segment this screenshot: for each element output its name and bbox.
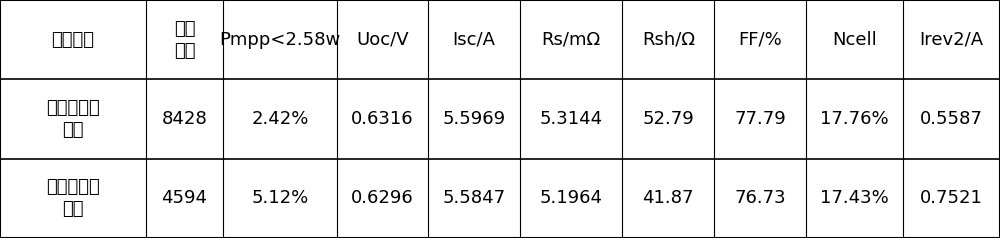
Text: 8428: 8428	[162, 110, 207, 128]
Text: 2.42%: 2.42%	[251, 110, 309, 128]
Text: 扩散类型: 扩散类型	[51, 31, 94, 49]
Text: 17.76%: 17.76%	[820, 110, 889, 128]
Text: 4594: 4594	[161, 189, 207, 207]
Text: 5.5847: 5.5847	[443, 189, 506, 207]
Text: 0.7521: 0.7521	[920, 189, 983, 207]
Text: Ncell: Ncell	[832, 31, 877, 49]
Text: Rsh/Ω: Rsh/Ω	[642, 31, 695, 49]
Text: 41.87: 41.87	[643, 189, 694, 207]
Text: 17.43%: 17.43%	[820, 189, 889, 207]
Text: FF/%: FF/%	[738, 31, 782, 49]
Text: 改进前单面
扩散: 改进前单面 扩散	[46, 178, 100, 218]
Text: 0.6316: 0.6316	[351, 110, 414, 128]
Text: 5.1964: 5.1964	[540, 189, 603, 207]
Text: Uoc/V: Uoc/V	[356, 31, 409, 49]
Text: 0.6296: 0.6296	[351, 189, 414, 207]
Text: Rs/mΩ: Rs/mΩ	[542, 31, 601, 49]
Text: 5.5969: 5.5969	[443, 110, 506, 128]
Text: 77.79: 77.79	[734, 110, 786, 128]
Text: Irev2/A: Irev2/A	[919, 31, 984, 49]
Text: 改进后双面
扩散: 改进后双面 扩散	[46, 99, 100, 139]
Text: 52.79: 52.79	[642, 110, 694, 128]
Text: 0.5587: 0.5587	[920, 110, 983, 128]
Text: 统计
产量: 统计 产量	[174, 20, 195, 60]
Text: Pmpp<2.58w: Pmpp<2.58w	[219, 31, 341, 49]
Text: 5.12%: 5.12%	[251, 189, 309, 207]
Text: 5.3144: 5.3144	[540, 110, 603, 128]
Text: 76.73: 76.73	[734, 189, 786, 207]
Text: Isc/A: Isc/A	[453, 31, 496, 49]
